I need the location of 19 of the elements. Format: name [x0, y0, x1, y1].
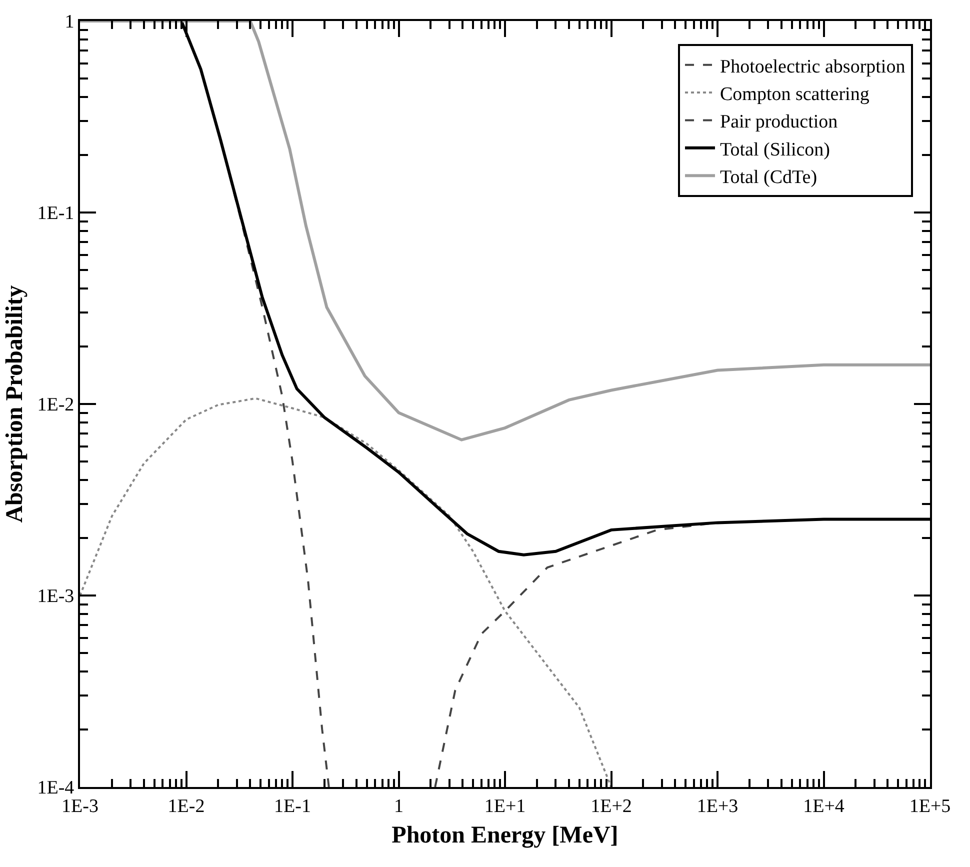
y-tick-label: 1E-1: [37, 203, 74, 224]
y-axis-title: Absorption Probability: [2, 285, 28, 523]
x-tick-label: 1E+2: [590, 796, 632, 817]
x-axis-title: Photon Energy [MeV]: [392, 822, 618, 849]
x-tick-label: 1: [394, 796, 404, 817]
x-tick-label: 1E+4: [803, 796, 845, 817]
x-tick-label: 1E+3: [696, 796, 738, 817]
x-tick-label: 1E-2: [168, 796, 205, 817]
x-tick-label: 1E-1: [274, 796, 311, 817]
x-tick-label: 1E+5: [909, 796, 951, 817]
y-tick-label: 1E-3: [37, 586, 74, 608]
legend-label: Total (Silicon): [720, 139, 830, 160]
legend-label: Pair production: [720, 112, 838, 133]
x-tick-label: 1E+1: [484, 796, 526, 817]
legend-label: Compton scattering: [720, 84, 870, 105]
y-tick-label: 1E-2: [37, 394, 74, 416]
y-tick-label: 1: [64, 12, 74, 33]
legend-label: Photoelectric absorption: [720, 56, 906, 78]
legend-label: Total (CdTe): [720, 167, 818, 188]
